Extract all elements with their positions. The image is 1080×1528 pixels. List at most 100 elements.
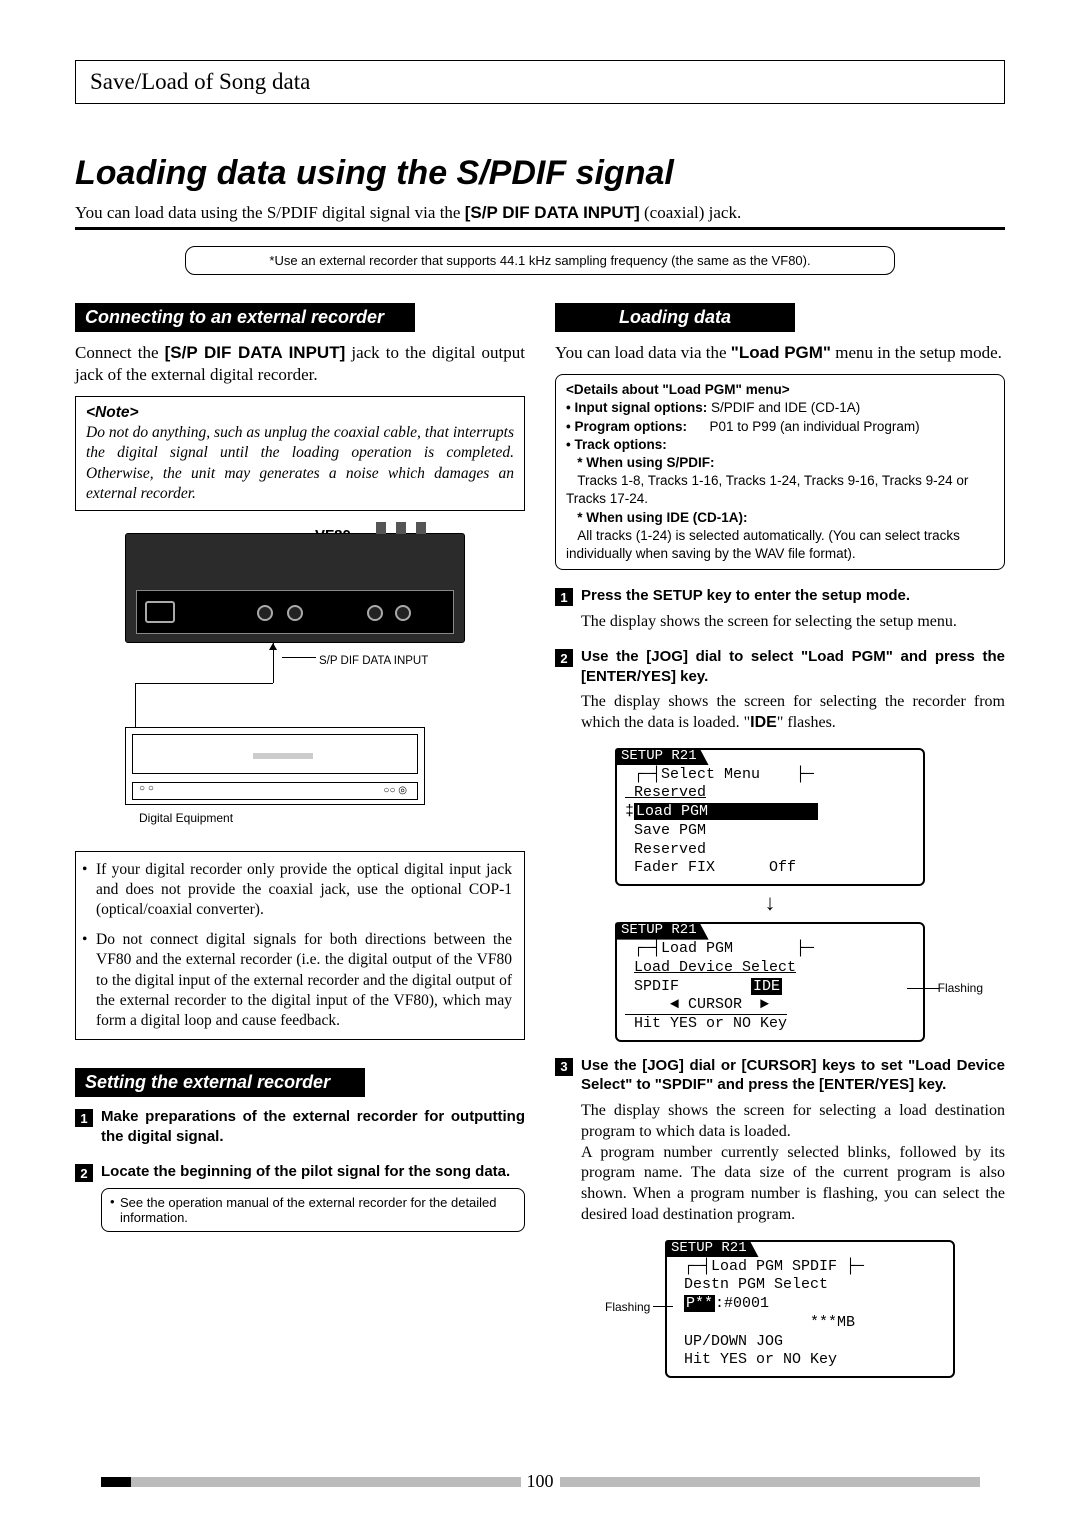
lcd-tab: SETUP R21 bbox=[615, 748, 709, 766]
lcd-row: Load Device Select bbox=[625, 959, 915, 978]
lcd-row: ┌─┤Load PGM SPDIF ├─ bbox=[675, 1258, 945, 1277]
step-3-body: The display shows the screen for selecti… bbox=[581, 1101, 1005, 1226]
t: • Track options: bbox=[566, 437, 667, 452]
wire bbox=[135, 683, 273, 684]
lcd-group-2: SETUP R21 ┌─┤Load PGM SPDIF ├─ Destn PGM… bbox=[665, 1240, 955, 1379]
right-column: Loading data You can load data via the "… bbox=[555, 303, 1005, 1382]
lcd-row: ***MB bbox=[675, 1314, 945, 1333]
thick-rule bbox=[75, 227, 1005, 230]
intro-line: You can load data using the S/PDIF digit… bbox=[75, 203, 1005, 223]
lcd-row: Hit YES or NO Key bbox=[625, 1015, 915, 1034]
left-step-2: 2 Locate the beginning of the pilot sign… bbox=[75, 1162, 525, 1182]
spdif-jack-icon bbox=[287, 605, 303, 621]
lcd-row: ┌─┤Load PGM ├─ bbox=[625, 940, 915, 959]
lcd-row: Reserved bbox=[625, 841, 915, 860]
bullet-2: Do not connect digital signals for both … bbox=[96, 930, 512, 1031]
t: Load Device Select bbox=[634, 959, 796, 976]
leader-line bbox=[653, 1306, 673, 1307]
columns: Connecting to an external recorder Conne… bbox=[75, 303, 1005, 1382]
step-head: Press the SETUP key to enter the setup m… bbox=[581, 586, 910, 606]
right-step-1: 1 Press the SETUP key to enter the setup… bbox=[555, 586, 1005, 606]
lcd-screen-3: SETUP R21 ┌─┤Load PGM SPDIF ├─ Destn PGM… bbox=[665, 1240, 955, 1379]
step-head: Use the [JOG] dial or [CURSOR] keys to s… bbox=[581, 1056, 1005, 1095]
lcd-row: Fader FIX Off bbox=[625, 859, 915, 878]
section-banner-setting: Setting the external recorder bbox=[75, 1068, 365, 1097]
t: * When using S/PDIF: bbox=[566, 455, 715, 470]
t: IDE bbox=[750, 714, 777, 731]
loading-intro: You can load data via the "Load PGM" men… bbox=[555, 342, 1005, 364]
step-number: 3 bbox=[555, 1058, 573, 1076]
t: You can load data via the bbox=[555, 343, 731, 362]
t: [S/P DIF DATA INPUT] bbox=[165, 343, 346, 362]
main-title: Loading data using the S/PDIF signal bbox=[75, 154, 1005, 193]
step-number: 1 bbox=[75, 1109, 93, 1127]
lcd-tab: SETUP R21 bbox=[615, 922, 709, 940]
step-number: 1 bbox=[555, 588, 573, 606]
step-number: 2 bbox=[555, 649, 573, 667]
jack-icon bbox=[257, 605, 273, 621]
left-column: Connecting to an external recorder Conne… bbox=[75, 303, 525, 1382]
t: :#0001 bbox=[715, 1295, 769, 1312]
lcd-screen-1: SETUP R21 ┌─┤Select Menu ├─ Reserved ‡Lo… bbox=[615, 748, 925, 887]
oo: ○ ○ bbox=[139, 783, 154, 794]
lcd-highlight: IDE bbox=[751, 978, 782, 995]
spdif-jack-label: S/P DIF DATA INPUT bbox=[319, 655, 428, 667]
section-banner-connecting: Connecting to an external recorder bbox=[75, 303, 415, 332]
connect-text: Connect the [S/P DIF DATA INPUT] jack to… bbox=[75, 342, 525, 386]
lcd-highlight: P** bbox=[684, 1295, 715, 1312]
wire bbox=[273, 643, 274, 683]
oo: ○○ ◎ bbox=[383, 785, 407, 796]
step-head: Make preparations of the external record… bbox=[101, 1107, 525, 1146]
lcd-tab: SETUP R21 bbox=[665, 1240, 759, 1258]
jack-icon bbox=[367, 605, 383, 621]
step-head: Locate the beginning of the pilot signal… bbox=[101, 1162, 510, 1182]
small-note: See the operation manual of the external… bbox=[101, 1188, 525, 1232]
t: " flashes. bbox=[777, 714, 836, 731]
lcd-row: ◄ CURSOR ► bbox=[625, 996, 915, 1015]
lcd-highlight: Load PGM bbox=[634, 803, 818, 820]
note-label: <Note> bbox=[86, 404, 139, 421]
lcd-row: ┌─┤Select Menu ├─ bbox=[625, 766, 915, 785]
page-footer: 100 bbox=[0, 1471, 1080, 1492]
bullet-box: If your digital recorder only provide th… bbox=[75, 851, 525, 1040]
down-arrow-icon: ↓ bbox=[615, 890, 925, 916]
lcd-screen-2: SETUP R21 ┌─┤Load PGM ├─ Load Device Sel… bbox=[615, 922, 925, 1042]
t: SPDIF bbox=[625, 978, 751, 995]
step-head: Use the [JOG] dial to select "Load PGM" … bbox=[581, 647, 1005, 686]
section-banner-loading: Loading data bbox=[555, 303, 795, 332]
intro-pre: You can load data using the S/PDIF digit… bbox=[75, 203, 465, 222]
leader-line bbox=[907, 988, 939, 989]
details-title: <Details about "Load PGM" menu> bbox=[566, 382, 790, 397]
t: menu in the setup mode. bbox=[831, 343, 1002, 362]
header-title: Save/Load of Song data bbox=[90, 69, 990, 95]
lcd-row: Reserved bbox=[625, 784, 915, 803]
intro-bold: [S/P DIF DATA INPUT] bbox=[465, 203, 640, 222]
t: • Program options: bbox=[566, 419, 687, 434]
t: All tracks (1-24) is selected automatica… bbox=[566, 528, 964, 561]
rear-panel bbox=[136, 590, 454, 634]
lcd-row: UP/DOWN JOG bbox=[675, 1333, 945, 1352]
right-step-3: 3 Use the [JOG] dial or [CURSOR] keys to… bbox=[555, 1056, 1005, 1095]
t: * When using IDE (CD-1A): bbox=[566, 510, 748, 525]
header-box: Save/Load of Song data bbox=[75, 60, 1005, 104]
step-1-body: The display shows the screen for selecti… bbox=[581, 612, 1005, 633]
t: "Load PGM" bbox=[731, 343, 831, 362]
lcd-row: Save PGM bbox=[625, 822, 915, 841]
lcd-row: Hit YES or NO Key bbox=[675, 1351, 945, 1370]
label-leader bbox=[282, 657, 316, 658]
page-number: 100 bbox=[527, 1471, 554, 1492]
power-inlet-icon bbox=[145, 601, 175, 623]
t bbox=[625, 959, 634, 976]
t: P01 to P99 (an individual Program) bbox=[687, 419, 920, 434]
t: • Input signal options: bbox=[566, 400, 707, 415]
lcd-row: P**:#0001 bbox=[675, 1295, 945, 1314]
vf80-unit bbox=[125, 533, 465, 643]
intro-post: (coaxial) jack. bbox=[640, 203, 741, 222]
note-box: <Note> Do not do anything, such as unplu… bbox=[75, 396, 525, 511]
step-number: 2 bbox=[75, 1164, 93, 1182]
lcd-row: ‡Load PGM bbox=[625, 803, 915, 822]
connection-diagram: VF80 S/P DIF DATA INPUT bbox=[75, 527, 525, 837]
ext-slot bbox=[253, 753, 313, 759]
wide-note: *Use an external recorder that supports … bbox=[185, 246, 895, 275]
t bbox=[675, 1295, 684, 1312]
